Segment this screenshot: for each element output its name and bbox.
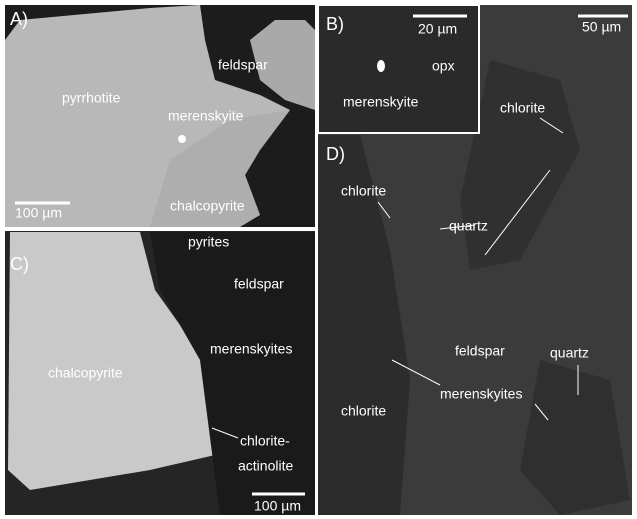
annotation: actinolite [238, 458, 293, 474]
panel-label: D) [326, 144, 345, 164]
annotation: chlorite [500, 100, 545, 116]
panel-c: C) pyrites feldspar merenskyites chalcop… [5, 231, 315, 515]
panel-label: C) [10, 254, 29, 274]
leader-line [539, 117, 564, 134]
annotation: feldspar [455, 343, 505, 359]
panel-a: A) pyrrhotite merenskyite feldspar chalc… [5, 5, 315, 227]
leader-line [484, 169, 551, 256]
annotation: chlorite [341, 403, 386, 419]
annotation: merenskyite [168, 108, 244, 124]
scale-label: 20 µm [418, 21, 457, 37]
annotation: feldspar [234, 276, 284, 292]
annotation: chalcopyrite [48, 365, 123, 381]
annotation: pyrites [188, 234, 229, 250]
dark-zone [318, 135, 410, 515]
leader-line [391, 359, 441, 386]
annotation: chlorite [341, 183, 386, 199]
annotation: chlorite- [240, 433, 290, 449]
leader-line [534, 403, 549, 421]
annotation: merenskyite [343, 94, 419, 110]
feldspar-region [150, 232, 315, 515]
annotation: opx [432, 58, 455, 74]
leader-line [211, 427, 239, 439]
panel-d: D) 50 µm chlorite quartz chlorite feldsp… [318, 5, 632, 515]
annotation: chalcopyrite [170, 198, 245, 214]
annotation: quartz [550, 345, 589, 361]
dark-zone [520, 360, 630, 515]
grain [178, 135, 186, 143]
panel-b: B) 20 µm opx merenskyite [317, 4, 480, 134]
panel-b-background [317, 4, 480, 134]
panel-label: B) [326, 14, 344, 34]
leader-line [377, 201, 391, 219]
annotation: merenskyites [210, 341, 292, 357]
annotation: merenskyites [440, 386, 522, 402]
scale-label: 100 µm [15, 205, 62, 221]
grain [377, 60, 385, 72]
annotation: feldspar [218, 57, 268, 73]
chalcopyrite-region [150, 110, 290, 227]
scale-label: 100 µm [254, 498, 301, 514]
chalcopyrite-region [8, 232, 215, 490]
annotation: pyrrhotite [62, 90, 121, 106]
panel-label: A) [10, 9, 28, 29]
leader-line [439, 224, 476, 230]
feldspar-edge [250, 20, 315, 110]
scale-label: 50 µm [582, 19, 621, 35]
dark-zone [460, 60, 580, 270]
